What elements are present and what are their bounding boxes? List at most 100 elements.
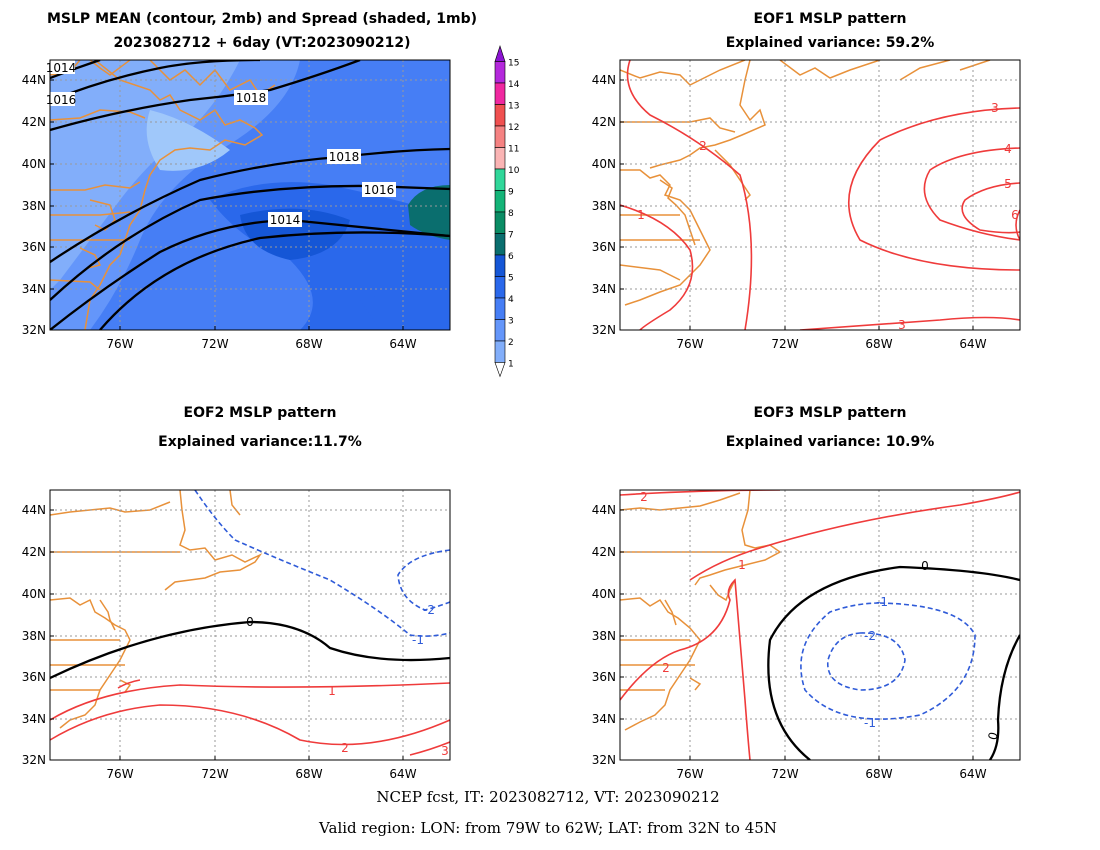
- colorbar-swatch: [494, 125, 506, 148]
- latitude-tick-label: 44N: [592, 503, 616, 517]
- lon-axis: 76W 72W 68W 64W: [106, 756, 417, 781]
- panel-mean-spread: MSLP MEAN (contour, 2mb) and Spread (sha…: [22, 11, 520, 378]
- longitude-tick-label: 76W: [676, 767, 703, 781]
- colorbar-tick-label: 12: [508, 123, 519, 133]
- longitude-tick-label: 72W: [771, 337, 798, 351]
- lat-axis: 44N 42N 40N 38N 36N 34N 32N: [592, 503, 624, 767]
- svg-text:1014: 1014: [46, 61, 77, 75]
- panel-title: EOF2 MSLP pattern: [184, 405, 337, 421]
- contour-label: 3: [898, 318, 906, 332]
- colorbar-tick-label: 2: [508, 338, 514, 348]
- latitude-tick-label: 32N: [592, 323, 616, 337]
- footer-forecast-info: NCEP fcst, IT: 2023082712, VT: 202309021…: [376, 788, 719, 806]
- colorbar-swatch: [494, 61, 506, 84]
- colorbar-tick-label: 13: [508, 102, 519, 112]
- colorbar-swatch: [494, 233, 506, 256]
- contour-label: 2: [699, 139, 707, 153]
- mean-contour-labels: 1014 1016 1018 1018 1016 1014: [46, 60, 396, 227]
- latitude-tick-label: 36N: [592, 670, 616, 684]
- lat-axis: 44N 42N 40N 38N 36N 34N 32N: [22, 503, 54, 767]
- contour-label: 1014: [268, 212, 302, 227]
- contour-label: 1016: [46, 92, 77, 107]
- contour-label: 1014: [46, 60, 77, 75]
- contour-label: 1: [738, 558, 746, 572]
- lon-axis: 76W 72W 68W 64W: [676, 326, 987, 351]
- latitude-tick-label: 32N: [592, 753, 616, 767]
- latitude-tick-label: 40N: [592, 157, 616, 171]
- latitude-tick-label: 32N: [22, 753, 46, 767]
- colorbar-swatch: [494, 147, 506, 170]
- contour-label: 4: [1004, 142, 1012, 156]
- longitude-tick-label: 64W: [959, 337, 986, 351]
- latitude-tick-label: 42N: [22, 545, 46, 559]
- map-frame: [49, 59, 451, 331]
- contour-label: 2: [640, 490, 648, 504]
- colorbar-swatch: [494, 276, 506, 299]
- contour-label: 0: [246, 615, 254, 629]
- longitude-tick-label: 68W: [865, 767, 892, 781]
- colorbar-tick-label: 15: [508, 59, 519, 69]
- panel-title: EOF1 MSLP pattern: [754, 11, 907, 27]
- lon-axis: 76W 72W 68W 64W: [676, 756, 987, 781]
- longitude-tick-label: 72W: [201, 337, 228, 351]
- colorbar-swatch: [494, 211, 506, 234]
- longitude-tick-label: 64W: [959, 767, 986, 781]
- latitude-tick-label: 38N: [592, 629, 616, 643]
- longitude-tick-label: 76W: [676, 337, 703, 351]
- contour-label: -2: [864, 629, 876, 643]
- latitude-tick-label: 38N: [592, 199, 616, 213]
- colorbar-tick-label: 1: [508, 360, 514, 370]
- grid: [620, 490, 1020, 760]
- colorbar-tick-label: 14: [508, 80, 520, 90]
- grid: [50, 60, 450, 330]
- contour-label: 1018: [327, 149, 361, 164]
- latitude-tick-label: 38N: [22, 629, 46, 643]
- longitude-tick-label: 68W: [295, 767, 322, 781]
- latitude-tick-label: 44N: [22, 73, 46, 87]
- colorbar-swatch: [494, 319, 506, 342]
- contour-label: 2: [341, 741, 349, 755]
- latitude-tick-label: 44N: [592, 73, 616, 87]
- footer-valid-region: Valid region: LON: from 79W to 62W; LAT:…: [318, 819, 777, 837]
- lon-axis: 76W 72W 68W 64W: [106, 326, 417, 351]
- contour-label: -2: [423, 603, 435, 617]
- latitude-tick-label: 36N: [22, 670, 46, 684]
- eof1-contours: [620, 60, 1020, 330]
- svg-text:1016: 1016: [46, 93, 77, 107]
- grid: [50, 490, 450, 760]
- svg-text:1018: 1018: [329, 150, 360, 164]
- colorbar-extend-low: [494, 362, 506, 378]
- longitude-tick-label: 76W: [106, 337, 133, 351]
- longitude-tick-label: 68W: [865, 337, 892, 351]
- contour-label: -1: [864, 716, 876, 730]
- colorbar-tick-label: 4: [508, 295, 514, 305]
- svg-text:1014: 1014: [270, 213, 301, 227]
- contour-label: 3: [991, 101, 999, 115]
- latitude-tick-label: 34N: [22, 282, 46, 296]
- colorbar-swatch: [494, 340, 506, 363]
- colorbar-tick-label: 3: [508, 317, 514, 327]
- map-frame: [49, 489, 451, 761]
- contour-label: -1: [876, 595, 888, 609]
- grid: [620, 60, 1020, 330]
- colorbar-swatch: [494, 168, 506, 191]
- latitude-tick-label: 40N: [22, 157, 46, 171]
- longitude-tick-label: 68W: [295, 337, 322, 351]
- latitude-tick-label: 32N: [22, 323, 46, 337]
- longitude-tick-label: 64W: [389, 767, 416, 781]
- contour-label: 0: [985, 730, 1001, 741]
- eof3-contour-labels: 2 1 2 0 -1 -2 -1 0: [640, 490, 1001, 741]
- panel-subtitle: Explained variance: 10.9%: [726, 434, 935, 450]
- latitude-tick-label: 34N: [592, 282, 616, 296]
- colorbar-swatch: [494, 297, 506, 320]
- latitude-tick-label: 34N: [592, 712, 616, 726]
- colorbar-tick-label: 5: [508, 274, 514, 284]
- eof2-contours: [50, 490, 450, 756]
- latitude-tick-label: 38N: [22, 199, 46, 213]
- panel-subtitle: Explained variance:11.7%: [158, 434, 362, 450]
- longitude-tick-label: 64W: [389, 337, 416, 351]
- contour-label: 1: [637, 208, 645, 222]
- svg-text:1018: 1018: [236, 91, 267, 105]
